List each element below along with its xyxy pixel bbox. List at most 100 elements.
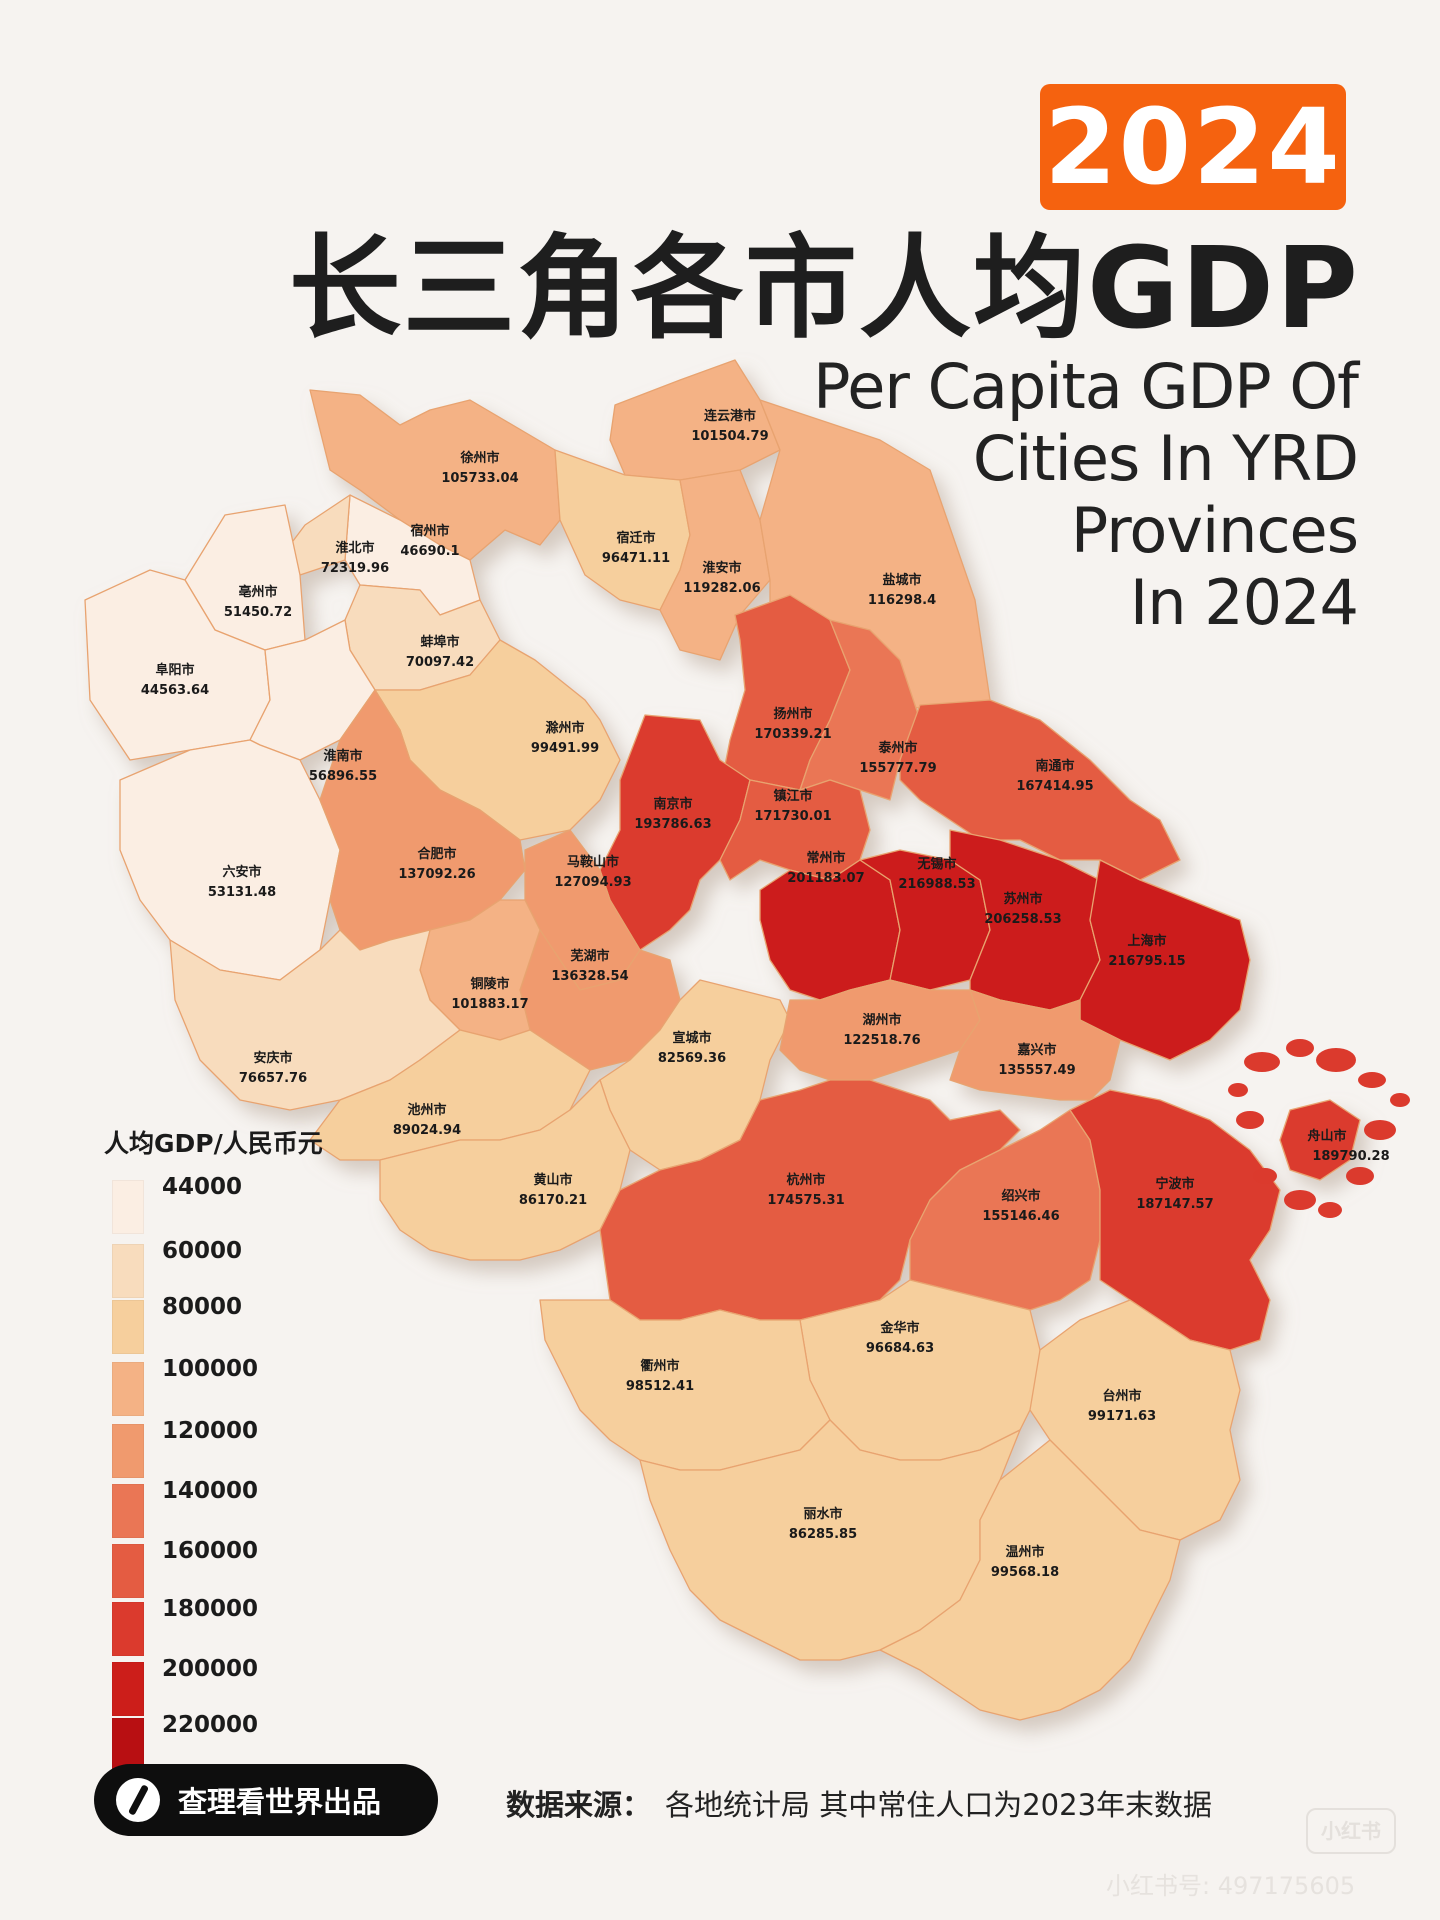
city-name-label: 衢州市: [640, 1358, 679, 1374]
city-value-label: 155146.46: [982, 1209, 1059, 1224]
city-value-label: 99568.18: [991, 1565, 1059, 1580]
city-name-label: 宿州市: [410, 523, 449, 539]
city-name-label: 无锡市: [916, 856, 956, 872]
city-name-label: 黄山市: [533, 1172, 572, 1188]
zhoushan-islands: [1228, 1039, 1410, 1218]
city-regions: [84, 359, 1361, 1721]
legend-label: 60000: [162, 1238, 243, 1264]
city-name-label: 扬州市: [773, 706, 812, 722]
english-title-line-4: In 2024: [1129, 566, 1359, 639]
city-value-label: 56896.55: [309, 769, 377, 784]
city-value-label: 189790.28: [1312, 1149, 1389, 1164]
city-name-label: 宿迁市: [616, 530, 655, 546]
island-shape: [1236, 1111, 1264, 1129]
island-shape: [1346, 1167, 1374, 1185]
city-name-label: 泰州市: [877, 740, 917, 756]
city-value-label: 136328.54: [551, 969, 628, 984]
city-value-label: 99491.99: [531, 741, 599, 756]
legend-swatch: [112, 1362, 144, 1416]
region-1: [609, 359, 781, 481]
region-19: [319, 689, 526, 951]
city-value-label: 167414.95: [1016, 779, 1093, 794]
city-name-label: 池州市: [407, 1102, 446, 1118]
city-value-label: 174575.31: [767, 1193, 844, 1208]
city-name-label: 芜湖市: [570, 948, 609, 964]
english-title-line-3: Provinces: [1070, 494, 1359, 567]
region-32: [1279, 1099, 1361, 1181]
region-24: [1079, 859, 1251, 1061]
city-name-label: 南通市: [1035, 758, 1074, 774]
city-value-label: 53131.48: [208, 885, 276, 900]
brand-logo-icon: [116, 1778, 160, 1822]
region-6: [659, 469, 771, 661]
island-shape: [1318, 1202, 1342, 1218]
city-name-label: 镇江市: [773, 788, 812, 804]
city-name-label: 苏州市: [1003, 891, 1042, 907]
region-16: [599, 714, 751, 951]
city-name-label: 安庆市: [253, 1050, 292, 1066]
city-name-label: 阜阳市: [155, 662, 194, 678]
island-shape: [1364, 1120, 1396, 1140]
chinese-title: 长三角各市人均GDP: [289, 224, 1360, 354]
city-value-label: 127094.93: [554, 875, 631, 890]
region-2: [309, 389, 561, 561]
legend-swatch: [112, 1300, 144, 1354]
legend-swatch: [112, 1602, 144, 1656]
platform-logo: 小红书: [1306, 1808, 1396, 1854]
city-name-label: 合肥市: [417, 846, 456, 862]
island-shape: [1244, 1052, 1280, 1072]
city-value-label: 201183.07: [787, 871, 864, 886]
city-value-label: 187147.57: [1136, 1197, 1213, 1212]
island-shape: [1253, 1168, 1277, 1184]
city-value-label: 171730.01: [754, 809, 831, 824]
city-name-label: 连云港市: [704, 408, 756, 424]
region-27: [169, 929, 461, 1111]
legend-label: 160000: [162, 1538, 259, 1564]
city-value-label: 51450.72: [224, 605, 292, 620]
island-shape: [1316, 1048, 1356, 1072]
data-source-label: 数据来源：: [506, 1788, 652, 1822]
city-value-label: 170339.21: [754, 727, 831, 742]
region-36: [1069, 1089, 1281, 1351]
city-name-label: 徐州市: [459, 450, 499, 466]
city-name-label: 上海市: [1127, 933, 1166, 949]
city-name-label: 温州市: [1005, 1544, 1044, 1560]
city-value-label: 216795.15: [1108, 954, 1185, 969]
city-name-label: 马鞍山市: [567, 854, 619, 870]
data-source-text: 各地统计局 其中常住人口为2023年末数据: [665, 1788, 1213, 1822]
city-name-label: 南京市: [653, 796, 692, 812]
island-shape: [1390, 1093, 1410, 1107]
city-value-label: 99171.63: [1088, 1409, 1156, 1424]
legend-label: 100000: [162, 1356, 259, 1382]
city-value-label: 119282.06: [683, 581, 760, 596]
brand-badge: 查理看世界出品: [94, 1764, 438, 1836]
city-labels: 连云港市 101504.79 徐州市 105733.04 宿州市 46690.1 淮北市 72…: [141, 408, 1390, 1580]
legend-swatch: [112, 1180, 144, 1234]
city-name-label: 淮安市: [701, 560, 741, 576]
city-name-label: 常州市: [806, 850, 845, 866]
brand-text: 查理看世界出品: [178, 1785, 382, 1819]
city-value-label: 46690.1: [400, 544, 459, 559]
city-name-label: 杭州市: [786, 1172, 825, 1188]
legend-swatch: [112, 1718, 144, 1772]
legend-title: 人均GDP/人民币元: [104, 1129, 323, 1158]
city-name-label: 宣城市: [672, 1030, 711, 1046]
legend-label: 200000: [162, 1656, 259, 1682]
legend-label: 80000: [162, 1294, 243, 1320]
city-value-label: 72319.96: [321, 561, 389, 576]
city-value-label: 86170.21: [519, 1193, 587, 1208]
city-value-label: 105733.04: [441, 471, 518, 486]
data-source: 数据来源： 各地统计局 其中常住人口为2023年末数据: [506, 1782, 1212, 1824]
city-value-label: 193786.63: [634, 817, 711, 832]
legend-label: 140000: [162, 1478, 259, 1504]
city-name-label: 淮南市: [322, 748, 362, 764]
legend-swatch: [112, 1244, 144, 1298]
city-value-label: 135557.49: [998, 1063, 1075, 1078]
city-value-label: 216988.53: [898, 877, 975, 892]
city-name-label: 绍兴市: [1001, 1188, 1040, 1204]
city-value-label: 82569.36: [658, 1051, 726, 1066]
watermark: 小红书号: 497175605: [1106, 1872, 1356, 1900]
legend-swatch: [112, 1544, 144, 1598]
